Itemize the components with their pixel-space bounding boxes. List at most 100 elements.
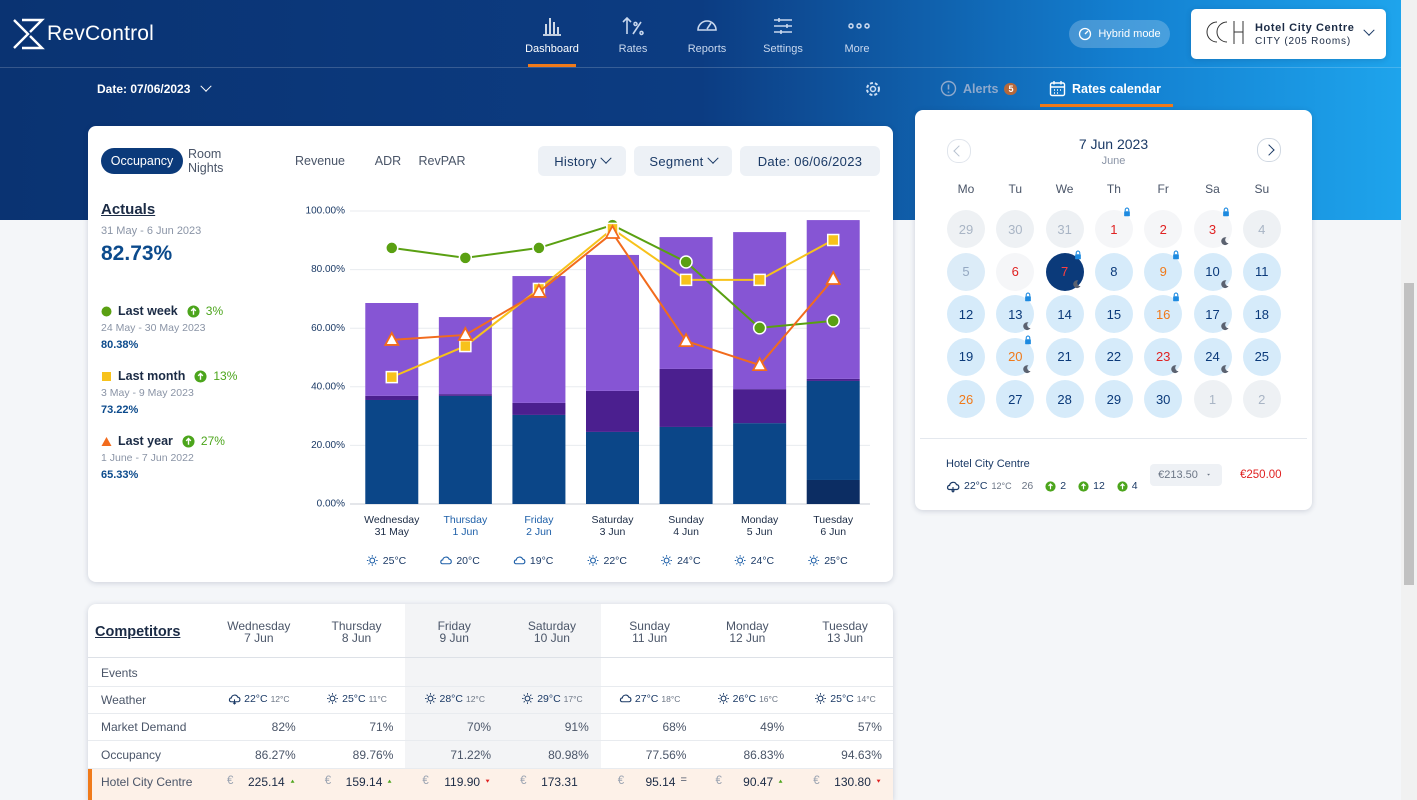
footer-stats: 22°C 12°C 26 2 12 4 [946, 479, 1138, 493]
calendar-day[interactable]: 3 [1193, 207, 1232, 248]
calendar-day[interactable]: 7 [1045, 250, 1084, 291]
calendar-day[interactable]: 27 [996, 380, 1035, 419]
prev-month[interactable] [947, 139, 971, 163]
calendar-day[interactable]: 10 [1193, 252, 1232, 291]
icon-sun [717, 693, 729, 704]
filter-button[interactable]: History [538, 146, 626, 176]
calendar-day[interactable]: 4 [1242, 210, 1281, 248]
nav-label: Settings [763, 43, 803, 55]
panel-tab[interactable]: Rates calendar [1040, 80, 1173, 107]
calendar-day[interactable]: 29 [947, 210, 985, 248]
mode-toggle[interactable]: Hybrid mode [1069, 20, 1170, 48]
metric-tab[interactable]: ADR [374, 154, 402, 168]
up-arrow [1048, 482, 1054, 489]
nav-item[interactable]: More [817, 12, 897, 68]
rates-calendar: 7 Jun 2023 June Mo Tu We Th Fr Sa Su 29 30 31 1 2 3 4… [915, 110, 1312, 510]
panel-tab[interactable]: Alerts 5 [940, 80, 1018, 97]
competitors-title[interactable]: Competitors [95, 624, 181, 640]
nav-item[interactable]: Rates [593, 12, 673, 68]
metric-tab[interactable]: Room Nights [188, 147, 224, 175]
lock-shackle [1075, 250, 1080, 254]
footer-events: 26 [1021, 480, 1034, 492]
calendar-day[interactable]: 20 [996, 335, 1035, 376]
scrollbar-thumb[interactable] [1404, 283, 1414, 585]
calendar-day[interactable]: 28 [1045, 380, 1084, 419]
line-marker [752, 321, 767, 335]
calendar-day[interactable]: 5 [947, 252, 985, 291]
icon-up [1117, 480, 1128, 492]
calendar-day[interactable]: 25 [1242, 337, 1281, 376]
calendar-day[interactable]: 16 [1144, 292, 1183, 334]
footer-low: 12°C [991, 481, 1012, 491]
filter-button[interactable]: Segment [634, 146, 732, 176]
weather-high: 25°C [830, 692, 854, 705]
calendar-day[interactable]: 12 [947, 295, 985, 334]
calendar-day[interactable]: 1 [1094, 207, 1133, 248]
calendar-day[interactable]: 13 [996, 292, 1035, 334]
calendar-day[interactable]: 30 [996, 210, 1035, 248]
x-tick-label: Monday [741, 514, 779, 526]
trend-up [290, 779, 295, 783]
date-picker[interactable]: Date: 07/06/2023 [97, 80, 213, 96]
calendar-day[interactable]: 19 [947, 337, 985, 376]
calendar-day[interactable]: 22 [1094, 337, 1133, 376]
calendar-day[interactable]: 14 [1045, 295, 1084, 334]
calendar-day[interactable]: 15 [1094, 295, 1133, 334]
calendar-day[interactable]: 23 [1144, 337, 1183, 376]
bar-segment [586, 254, 639, 391]
nav-item[interactable]: Dashboard [512, 12, 592, 68]
calendar-day[interactable]: 17 [1193, 295, 1232, 334]
nav-item[interactable]: Settings [743, 12, 823, 68]
cell-value: 49% [760, 720, 785, 734]
calendar-day[interactable]: 18 [1242, 295, 1281, 334]
calendar-day[interactable]: 24 [1193, 337, 1232, 376]
y-tick-label: 80.00% [311, 264, 345, 275]
calendar-day[interactable]: 1 [1193, 380, 1232, 419]
row-rule [88, 740, 893, 741]
column-header: 8 Jun [341, 631, 372, 645]
calendar-day[interactable]: 21 [1045, 337, 1084, 376]
legend-change: 27% [200, 434, 225, 448]
scrollbar[interactable] [1401, 0, 1417, 800]
weather-cell: 26°C 16°C [699, 692, 797, 705]
calendar-day[interactable]: 11 [1242, 252, 1281, 291]
day-number: 2 [1159, 221, 1167, 237]
calendar-day[interactable]: 26 [947, 380, 985, 419]
hotel-selector[interactable]: Hotel City Centre CITY (205 Rooms) [1191, 9, 1386, 59]
settings-gear[interactable] [864, 80, 882, 98]
calendar-day[interactable]: 30 [1144, 380, 1183, 419]
moon-shape [1220, 237, 1229, 246]
sun-core [817, 695, 824, 702]
price-select[interactable]: €213.50 [1150, 464, 1222, 486]
calendar-day[interactable]: 9 [1144, 250, 1183, 291]
sun-ray [816, 562, 818, 565]
nav-label: More [844, 43, 870, 55]
icon-moon [1072, 279, 1081, 288]
next-month[interactable] [1257, 138, 1281, 162]
icon-up [1045, 480, 1056, 492]
metric-tab[interactable]: RevPAR [418, 154, 466, 168]
currency: € [324, 775, 332, 787]
rain [951, 487, 955, 493]
nav-glyph [543, 18, 561, 36]
metric-tab[interactable]: Revenue [294, 154, 346, 168]
hotel-price: 130.80 [834, 775, 871, 789]
x-tick-label: 1 Jun [453, 526, 479, 538]
nav-item[interactable]: Reports [667, 12, 747, 68]
line-marker [530, 282, 547, 298]
calendar-day[interactable]: 8 [1094, 252, 1133, 291]
calendar-day[interactable]: 31 [1045, 210, 1084, 248]
x-tick-label: Wednesday [364, 514, 420, 526]
icon-lock [1074, 250, 1081, 259]
hotel-price: 159.14 [345, 775, 383, 789]
line-marker [826, 314, 840, 328]
calendar-day[interactable]: 2 [1144, 210, 1183, 248]
calendar-day[interactable]: 2 [1242, 380, 1281, 419]
mode-label: Hybrid mode [1098, 28, 1161, 40]
legend-range: 3 May - 9 May 2023 [101, 387, 194, 399]
calendar-day[interactable]: 6 [996, 252, 1035, 291]
metric-tab[interactable]: Occupancy [101, 148, 183, 174]
icon-sun [661, 555, 672, 566]
calendar-day[interactable]: 29 [1094, 380, 1133, 419]
date-filter[interactable]: Date: 06/06/2023 [740, 146, 880, 176]
